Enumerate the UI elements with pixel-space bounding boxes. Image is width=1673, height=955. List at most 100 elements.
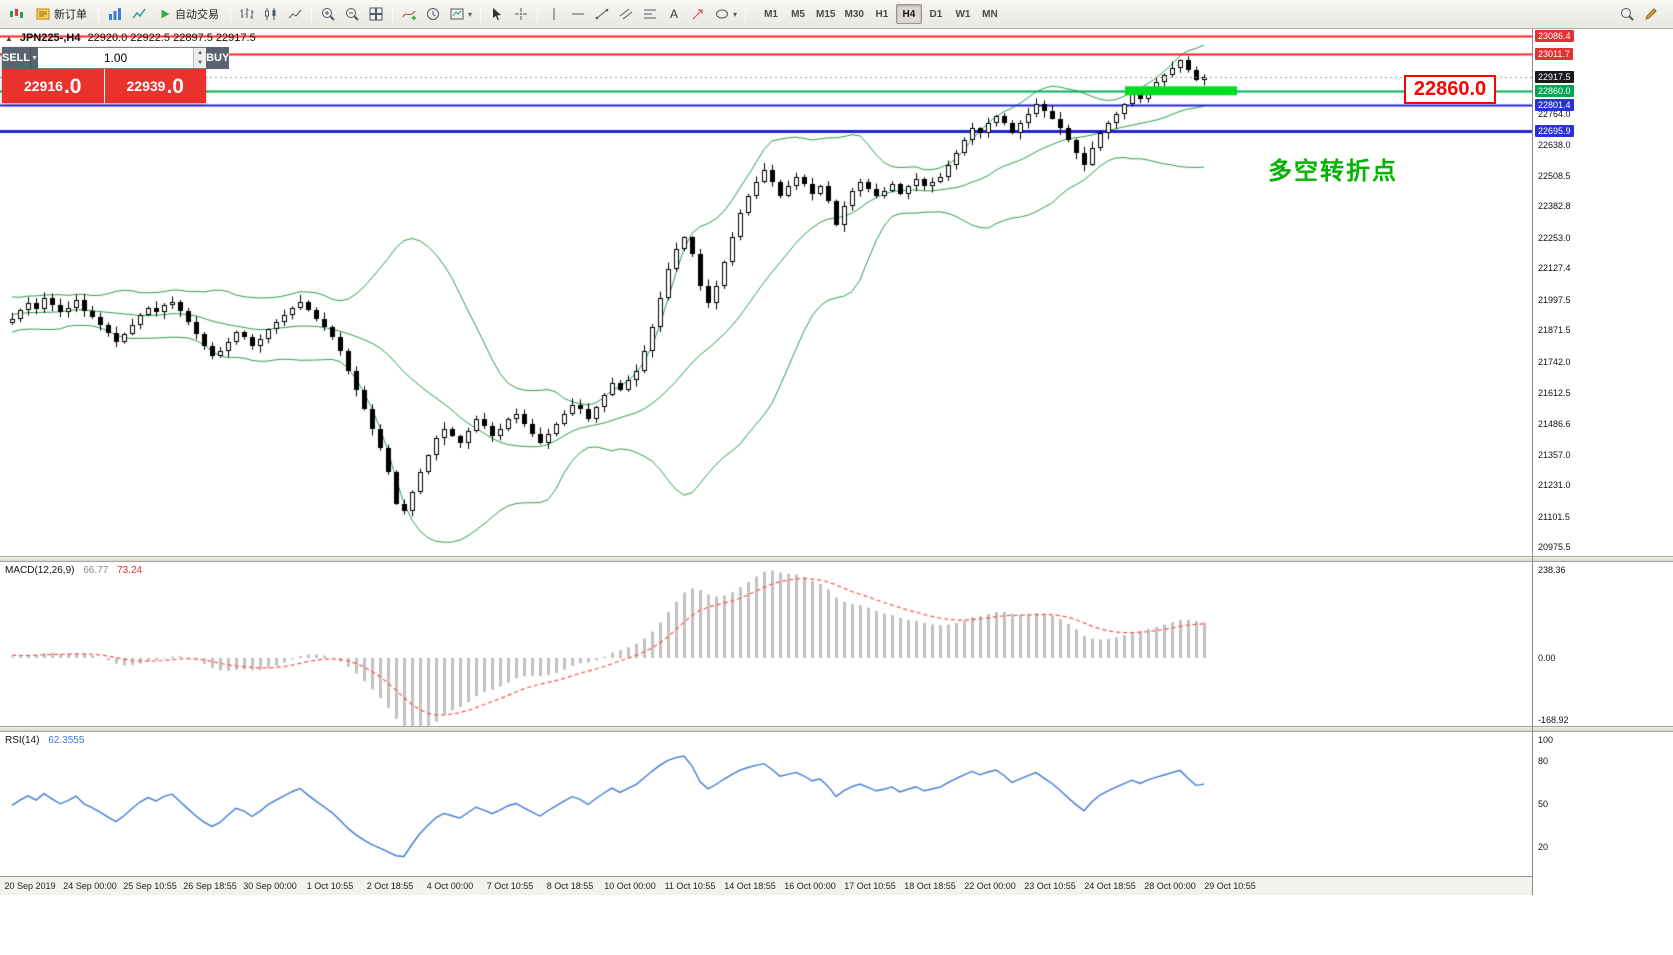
rsi-panel-canvas[interactable] xyxy=(0,732,1532,876)
toolbar: 新订单 自动交易 xyxy=(0,0,1673,29)
time-axis-label: 11 Oct 10:55 xyxy=(664,881,716,891)
zoom-in-button[interactable] xyxy=(316,3,340,26)
toolbar-separator xyxy=(745,5,747,23)
annotation-text[interactable]: 多空转折点 xyxy=(1268,158,1398,185)
zoom-out-icon xyxy=(346,8,359,21)
auto-trading-icon xyxy=(161,9,170,19)
bar-chart-button[interactable] xyxy=(235,3,259,26)
new-order-icon xyxy=(36,8,50,20)
time-axis-label: 24 Sep 00:00 xyxy=(63,881,117,891)
price-tag: 23086.4 xyxy=(1535,29,1574,42)
chart-window-button[interactable] xyxy=(4,3,28,26)
tile-windows-button[interactable] xyxy=(364,3,388,26)
search-button[interactable] xyxy=(1615,3,1639,26)
tile-windows-icon xyxy=(369,7,383,21)
axis-label: 21871.5 xyxy=(1538,325,1571,336)
candlestick-chart-button[interactable] xyxy=(259,3,283,26)
vertical-line-icon xyxy=(553,8,555,20)
chart-title: ▲ JPN225-,H4 22920.0 22922.5 22897.5 229… xyxy=(5,32,256,44)
vertical-line-button[interactable] xyxy=(542,3,566,26)
volume-increase-button[interactable]: ▲ xyxy=(194,48,207,58)
axis-label: 50 xyxy=(1538,799,1549,809)
sell-button[interactable]: SELL xyxy=(2,47,31,69)
timeframe-m1-button[interactable]: M1 xyxy=(764,8,778,20)
shapes-button[interactable]: ▾ xyxy=(710,3,741,26)
volume-box: ▲ ▼ xyxy=(38,47,207,69)
timeframe-m15-button[interactable]: M15 xyxy=(816,8,836,20)
crosshair-button[interactable] xyxy=(509,3,533,26)
macd-main-value: 66.77 xyxy=(83,565,109,576)
macd-name: MACD(12,26,9) xyxy=(5,565,75,576)
time-axis-label: 8 Oct 18:55 xyxy=(546,881,594,891)
volume-spinner: ▲ ▼ xyxy=(193,48,207,68)
main-chart-canvas[interactable] xyxy=(0,29,1532,556)
crosshair-icon xyxy=(515,8,528,20)
timeframe-mn-button[interactable]: MN xyxy=(982,8,998,20)
panel-divider[interactable] xyxy=(0,726,1673,732)
toolbar-separator xyxy=(537,5,539,23)
clock-icon xyxy=(427,8,439,20)
timeframe-h4-button[interactable]: H4 xyxy=(895,4,922,24)
axis-separator-line xyxy=(1532,29,1533,895)
time-axis-label: 22 Oct 00:00 xyxy=(964,881,1016,891)
trendline-button[interactable] xyxy=(590,3,614,26)
time-axis-label: 16 Oct 00:00 xyxy=(784,881,836,891)
timeframe-w1-button[interactable]: W1 xyxy=(955,8,971,20)
one-click-toggle-icon[interactable]: ▲ xyxy=(5,33,13,43)
price-axis[interactable]: 22764.0 22638.0 22508.5 22382.8 22253.0 22127… xyxy=(1533,0,1672,955)
new-order-button[interactable]: 新订单 xyxy=(28,3,94,26)
toolbar-separator xyxy=(98,5,99,23)
axis-label: 22638.0 xyxy=(1538,139,1571,150)
sell-price-button[interactable]: 22916.0 xyxy=(2,69,104,103)
buy-price-button[interactable]: 22939.0 xyxy=(104,69,206,103)
axis-label: 22764.0 xyxy=(1538,109,1571,120)
buy-price-dec: .0 xyxy=(166,74,184,98)
indicators-button[interactable] xyxy=(397,3,421,26)
panel-divider[interactable] xyxy=(0,556,1673,562)
cursor-button[interactable] xyxy=(485,3,509,26)
volume-input[interactable] xyxy=(38,48,194,68)
time-axis-label: 20 Sep 2019 xyxy=(4,881,56,891)
templates-dropdown-icon: ▾ xyxy=(468,9,473,19)
macd-panel-canvas[interactable] xyxy=(0,562,1532,726)
axis-label: 20975.5 xyxy=(1538,542,1571,553)
templates-button[interactable]: ▾ xyxy=(445,3,476,26)
zoom-out-button[interactable] xyxy=(340,3,364,26)
time-axis-label: 29 Oct 10:55 xyxy=(1204,881,1256,891)
toolbar-separator xyxy=(480,5,482,23)
profiles-button[interactable] xyxy=(103,3,127,26)
text-button[interactable]: A xyxy=(662,3,686,26)
horizontal-line-icon xyxy=(572,13,585,15)
channel-button[interactable] xyxy=(614,3,638,26)
search-icon xyxy=(1621,8,1634,21)
axis-label: 21101.5 xyxy=(1538,511,1570,522)
timeframe-m30-button[interactable]: M30 xyxy=(844,8,864,20)
axis-label: 80 xyxy=(1538,755,1549,766)
toolbar-separator xyxy=(311,5,312,23)
axis-label: 22508.5 xyxy=(1538,170,1571,181)
price-callout-label[interactable]: 22860.0 xyxy=(1404,75,1496,104)
fibonacci-button[interactable] xyxy=(638,3,662,26)
timeframe-h1-button[interactable]: H1 xyxy=(875,8,889,20)
axis-label: 21357.0 xyxy=(1538,449,1571,460)
fibonacci-icon xyxy=(644,9,657,19)
horizontal-line-button[interactable] xyxy=(566,3,590,26)
axis-label: 21486.6 xyxy=(1538,418,1571,429)
timeframe-m5-button[interactable]: M5 xyxy=(791,8,805,20)
line-chart-button[interactable] xyxy=(283,3,307,26)
volume-decrease-button[interactable]: ▼ xyxy=(194,58,207,68)
sell-dropdown-icon[interactable]: ▼ xyxy=(30,47,39,69)
time-axis[interactable]: 20 Sep 2019 24 Sep 00:00 25 Sep 10:55 26 Se… xyxy=(0,876,1532,895)
edit-button[interactable] xyxy=(1639,3,1663,26)
arrow-tool-button[interactable] xyxy=(686,3,710,26)
buy-button[interactable]: BUY xyxy=(206,47,230,69)
auto-trading-button[interactable]: 自动交易 xyxy=(151,3,226,26)
time-axis-label: 28 Oct 00:00 xyxy=(1144,881,1196,891)
periods-button[interactable] xyxy=(421,3,445,26)
one-click-trading-panel: SELL ▼ ▲ ▼ BUY 22916.0 22939.0 xyxy=(2,47,230,103)
macd-label: MACD(12,26,9) 66.77 73.24 xyxy=(5,565,142,576)
timeframe-d1-button[interactable]: D1 xyxy=(929,8,943,20)
axis-label: 22382.8 xyxy=(1538,201,1571,212)
data-window-button[interactable] xyxy=(127,3,151,26)
channel-icon xyxy=(619,8,633,20)
